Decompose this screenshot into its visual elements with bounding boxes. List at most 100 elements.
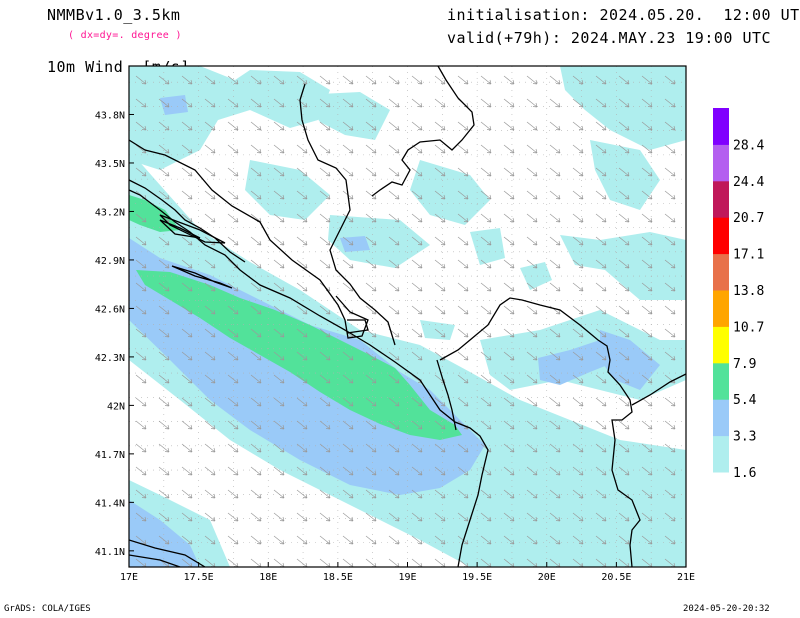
wind-arrow bbox=[526, 420, 538, 430]
wind-arrow bbox=[181, 351, 193, 361]
wind-arrow bbox=[135, 351, 147, 361]
wind-arrow bbox=[549, 98, 561, 108]
wind-arrow bbox=[388, 282, 400, 292]
wind-arrow bbox=[342, 236, 354, 246]
wind-arrow bbox=[526, 259, 538, 269]
wind-arrow bbox=[595, 535, 607, 545]
wind-arrow bbox=[296, 75, 308, 85]
wind-arrow bbox=[296, 213, 308, 223]
wind-arrow bbox=[434, 466, 446, 476]
wind-arrow bbox=[457, 443, 469, 453]
colorbar-label: 1.6 bbox=[733, 466, 756, 481]
wind-arrow bbox=[503, 420, 515, 430]
wind-arrow bbox=[181, 466, 193, 476]
wind-arrow bbox=[618, 466, 630, 476]
wind-arrow bbox=[135, 397, 147, 407]
wind-arrow bbox=[273, 351, 285, 361]
wind-arrow bbox=[641, 121, 653, 131]
wind-arrow bbox=[503, 121, 515, 131]
colorbar-swatch bbox=[713, 144, 729, 182]
wind-arrow bbox=[434, 121, 446, 131]
wind-arrow bbox=[549, 328, 561, 338]
wind-arrow bbox=[526, 121, 538, 131]
wind-arrow bbox=[365, 259, 377, 269]
wind-arrow bbox=[641, 512, 653, 522]
wind-arrow bbox=[618, 98, 630, 108]
wind-arrow bbox=[319, 213, 331, 223]
wind-arrow bbox=[204, 535, 216, 545]
wind-arrow bbox=[526, 535, 538, 545]
wind-arrow bbox=[503, 259, 515, 269]
wind-arrow bbox=[204, 420, 216, 430]
lat-tick-label: 41.7N bbox=[95, 450, 125, 461]
wind-arrow bbox=[618, 213, 630, 223]
wind-arrow bbox=[388, 305, 400, 315]
wind-arrow bbox=[273, 443, 285, 453]
wind-arrow bbox=[480, 535, 492, 545]
wind-arrow bbox=[158, 144, 170, 154]
wind-arrow bbox=[457, 236, 469, 246]
wind-arrow bbox=[664, 420, 676, 430]
wind-arrow bbox=[434, 397, 446, 407]
wind-arrow bbox=[641, 328, 653, 338]
wind-arrow bbox=[664, 236, 676, 246]
wind-arrow bbox=[296, 305, 308, 315]
wind-arrow bbox=[158, 535, 170, 545]
wind-arrow bbox=[411, 489, 423, 499]
wind-arrow bbox=[319, 305, 331, 315]
wind-arrow bbox=[664, 466, 676, 476]
wind-arrow bbox=[595, 443, 607, 453]
wind-arrow bbox=[549, 466, 561, 476]
wind-arrow bbox=[457, 397, 469, 407]
wind-arrow bbox=[135, 167, 147, 177]
wind-arrow bbox=[204, 397, 216, 407]
wind-arrow bbox=[296, 535, 308, 545]
wind-arrow bbox=[595, 236, 607, 246]
wind-arrow bbox=[319, 167, 331, 177]
wind-arrow bbox=[181, 397, 193, 407]
lon-tick-label: 17E bbox=[120, 572, 138, 583]
wind-arrow bbox=[411, 535, 423, 545]
wind-arrow bbox=[296, 144, 308, 154]
wind-arrow bbox=[227, 121, 239, 131]
wind-arrow bbox=[158, 420, 170, 430]
wind-arrow bbox=[181, 259, 193, 269]
wind-arrow bbox=[181, 121, 193, 131]
wind-arrow bbox=[549, 236, 561, 246]
colorbar-swatch bbox=[713, 326, 729, 364]
wind-arrow bbox=[273, 144, 285, 154]
wind-arrow bbox=[641, 489, 653, 499]
wind-arrow bbox=[480, 167, 492, 177]
wind-arrow bbox=[227, 558, 239, 567]
wind-arrow bbox=[388, 374, 400, 384]
wind-arrow bbox=[181, 98, 193, 108]
wind-arrow bbox=[434, 167, 446, 177]
wind-arrow bbox=[595, 374, 607, 384]
wind-arrow bbox=[365, 213, 377, 223]
wind-arrow bbox=[319, 351, 331, 361]
wind-arrow bbox=[250, 236, 262, 246]
wind-arrow bbox=[434, 443, 446, 453]
wind-arrow bbox=[273, 236, 285, 246]
wind-arrow bbox=[572, 98, 584, 108]
wind-arrow bbox=[411, 443, 423, 453]
wind-arrow bbox=[204, 282, 216, 292]
lat-tick-label: 42.3N bbox=[95, 353, 125, 364]
wind-arrow bbox=[296, 351, 308, 361]
wind-arrow bbox=[480, 236, 492, 246]
wind-arrow bbox=[641, 213, 653, 223]
wind-arrow bbox=[480, 190, 492, 200]
wind-arrow bbox=[411, 558, 423, 567]
wind-arrow bbox=[641, 397, 653, 407]
wind-arrow bbox=[365, 512, 377, 522]
wind-arrow bbox=[342, 420, 354, 430]
wind-arrow bbox=[572, 75, 584, 85]
wind-arrow bbox=[204, 374, 216, 384]
wind-arrow bbox=[158, 351, 170, 361]
wind-arrow bbox=[342, 535, 354, 545]
wind-arrow bbox=[664, 282, 676, 292]
wind-arrow bbox=[204, 167, 216, 177]
wind-arrow bbox=[365, 535, 377, 545]
wind-arrow bbox=[158, 259, 170, 269]
wind-arrow bbox=[296, 374, 308, 384]
